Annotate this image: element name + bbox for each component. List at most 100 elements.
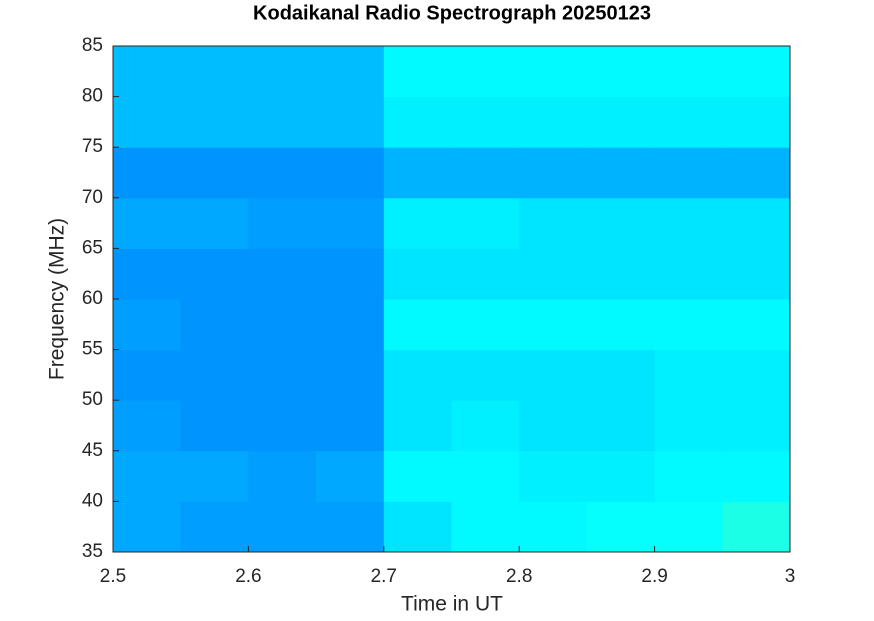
heatmap-cell <box>248 450 317 502</box>
y-tick-label: 40 <box>82 490 103 511</box>
heatmap-cell <box>519 349 588 401</box>
heatmap-cell <box>451 147 520 199</box>
heatmap-cell <box>586 197 656 249</box>
heatmap-cell <box>248 147 317 199</box>
heatmap-cell <box>113 299 182 351</box>
y-axis-label: Frequency (MHz) <box>46 218 69 380</box>
heatmap-cell <box>113 248 182 300</box>
heatmap-cell <box>654 197 723 249</box>
x-tick-label: 3 <box>785 566 796 587</box>
heatmap-cell <box>180 450 249 502</box>
heatmap-cell <box>519 147 588 199</box>
heatmap-cell <box>180 197 249 249</box>
heatmap-cell <box>654 450 723 502</box>
heatmap-cell <box>180 400 249 452</box>
heatmap-cell <box>113 147 182 199</box>
heatmap-cell <box>113 46 182 98</box>
heatmap-cell <box>654 400 723 452</box>
heatmap-cell <box>113 450 182 502</box>
heatmap-cell <box>722 147 791 199</box>
heatmap-cell <box>248 248 317 300</box>
heatmap-cell <box>180 96 249 148</box>
heatmap-cell <box>248 400 317 452</box>
heatmap-cell <box>654 501 723 553</box>
y-tick-label: 65 <box>82 237 103 258</box>
heatmap-cell <box>383 299 452 351</box>
heatmap-cell <box>451 450 520 502</box>
heatmap-cell <box>383 197 452 249</box>
heatmap-cell <box>519 400 588 452</box>
heatmap-cell <box>248 197 317 249</box>
heatmap-cell <box>586 400 656 452</box>
heatmap-cell <box>180 299 249 351</box>
heatmap-cell <box>722 450 791 502</box>
x-tick-label: 2.7 <box>371 566 397 587</box>
heatmap-cell <box>248 501 317 553</box>
heatmap-cell <box>586 96 656 148</box>
heatmap-cell <box>519 248 588 300</box>
heatmap <box>113 46 791 553</box>
heatmap-cell <box>519 96 588 148</box>
heatmap-cell <box>383 96 452 148</box>
heatmap-cell <box>316 400 385 452</box>
heatmap-cell <box>451 501 520 553</box>
heatmap-cell <box>316 248 385 300</box>
heatmap-cell <box>383 349 452 401</box>
heatmap-cell <box>113 96 182 148</box>
heatmap-cell <box>248 96 317 148</box>
x-axis-label: Time in UT <box>401 593 503 616</box>
heatmap-cell <box>586 450 656 502</box>
heatmap-cell <box>586 501 656 553</box>
heatmap-cell <box>722 96 791 148</box>
heatmap-cell <box>383 450 452 502</box>
heatmap-cell <box>316 450 385 502</box>
x-tick-label: 2.9 <box>641 566 667 587</box>
heatmap-cell <box>316 96 385 148</box>
heatmap-cell <box>519 197 588 249</box>
heatmap-cell <box>722 197 791 249</box>
heatmap-cell <box>586 299 656 351</box>
heatmap-cell <box>451 400 520 452</box>
heatmap-cell <box>180 46 249 98</box>
chart-title: Kodaikanal Radio Spectrograph 20250123 <box>253 2 651 24</box>
heatmap-cell <box>654 349 723 401</box>
heatmap-cell <box>316 299 385 351</box>
y-tick-label: 35 <box>82 541 103 562</box>
y-tick-label: 50 <box>82 389 103 410</box>
heatmap-cell <box>180 349 249 401</box>
heatmap-cell <box>722 46 791 98</box>
heatmap-cell <box>180 501 249 553</box>
heatmap-cell <box>451 299 520 351</box>
heatmap-cell <box>451 197 520 249</box>
heatmap-cell <box>316 349 385 401</box>
heatmap-cell <box>451 349 520 401</box>
heatmap-cell <box>722 248 791 300</box>
heatmap-cell <box>722 501 791 553</box>
heatmap-cell <box>383 147 452 199</box>
heatmap-cell <box>248 299 317 351</box>
heatmap-cell <box>451 248 520 300</box>
heatmap-cell <box>654 147 723 199</box>
heatmap-cell <box>519 299 588 351</box>
heatmap-cell <box>383 248 452 300</box>
x-tick-label: 2.5 <box>100 566 126 587</box>
heatmap-cell <box>316 197 385 249</box>
x-tick-label: 2.8 <box>506 566 532 587</box>
heatmap-cell <box>383 501 452 553</box>
heatmap-cell <box>519 501 588 553</box>
y-tick-label: 60 <box>82 288 103 309</box>
heatmap-cell <box>722 400 791 452</box>
y-tick-label: 75 <box>82 136 103 157</box>
heatmap-cell <box>316 147 385 199</box>
heatmap-cell <box>383 46 452 98</box>
heatmap-cell <box>113 197 182 249</box>
heatmap-cell <box>586 46 656 98</box>
y-tick-label: 45 <box>82 440 103 461</box>
heatmap-cell <box>654 96 723 148</box>
heatmap-cell <box>248 349 317 401</box>
heatmap-cell <box>383 400 452 452</box>
y-tick-label: 85 <box>82 35 103 56</box>
heatmap-cell <box>451 46 520 98</box>
heatmap-cell <box>248 46 317 98</box>
